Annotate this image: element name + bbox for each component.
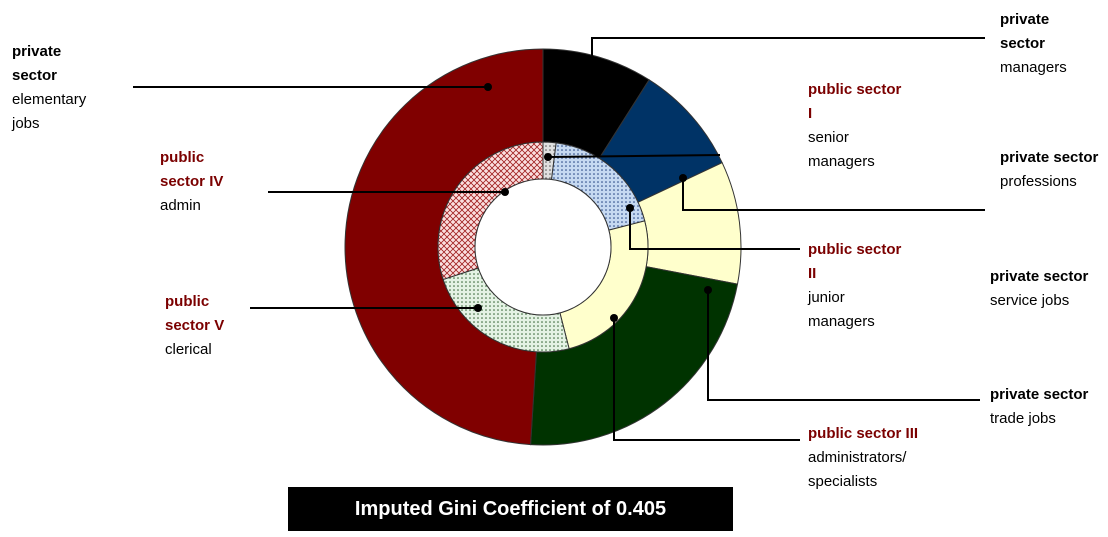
label-text: private sector [1000,149,1099,166]
segment-label: public sector II junior managers [808,238,903,334]
label-text: public sector II [808,241,902,282]
label-text: public sector I [808,81,902,122]
label-text: professions [1000,173,1077,190]
leader-dot [704,286,712,294]
leader-line [547,154,721,158]
label-text: senior managers [808,129,875,170]
leader-line [629,208,800,250]
label-text: service jobs [990,292,1070,309]
segment-label: private sector service jobs [990,265,1105,313]
leader-dot [474,304,482,312]
label-text: public sector III [808,425,919,442]
segment-label: public sector IV admin [160,146,250,218]
segment-label: private sector professions [1000,146,1105,194]
label-text: admin [160,197,201,214]
label-text: junior managers [808,289,875,330]
segment-label: private sector trade jobs [990,383,1090,431]
label-text: private sector [990,386,1089,403]
leader-dot [679,174,687,182]
leader-line [682,178,985,211]
label-text: private sector [12,43,62,84]
label-text: elementary jobs [12,91,87,132]
label-text: public sector IV [160,149,224,190]
label-text: administrators/ specialists [808,449,907,490]
gini-annotation: Imputed Gini Coefficient of 0.405 [288,487,733,531]
leader-line [613,318,800,441]
label-text: private sector [990,268,1089,285]
label-text: clerical [165,341,212,358]
label-text: private sector [1000,11,1050,52]
leader-line [591,37,985,92]
segment-label: private sector elementary jobs [12,40,107,136]
label-text: public sector V [165,293,225,334]
leader-dot [588,88,596,96]
leader-dot [626,204,634,212]
segment-label: public sector I senior managers [808,78,903,174]
donut-hole [474,178,612,316]
leader-dot [610,314,618,322]
leader-dot [484,83,492,91]
leader-line [707,290,980,401]
label-text: trade jobs [990,410,1056,427]
segment-label: private sector managers [1000,8,1095,80]
label-text: managers [1000,59,1067,76]
segment-label: public sector III administrators/ special… [808,422,938,494]
leader-dot [501,188,509,196]
segment-label: public sector V clerical [165,290,245,362]
leader-dot [544,153,552,161]
